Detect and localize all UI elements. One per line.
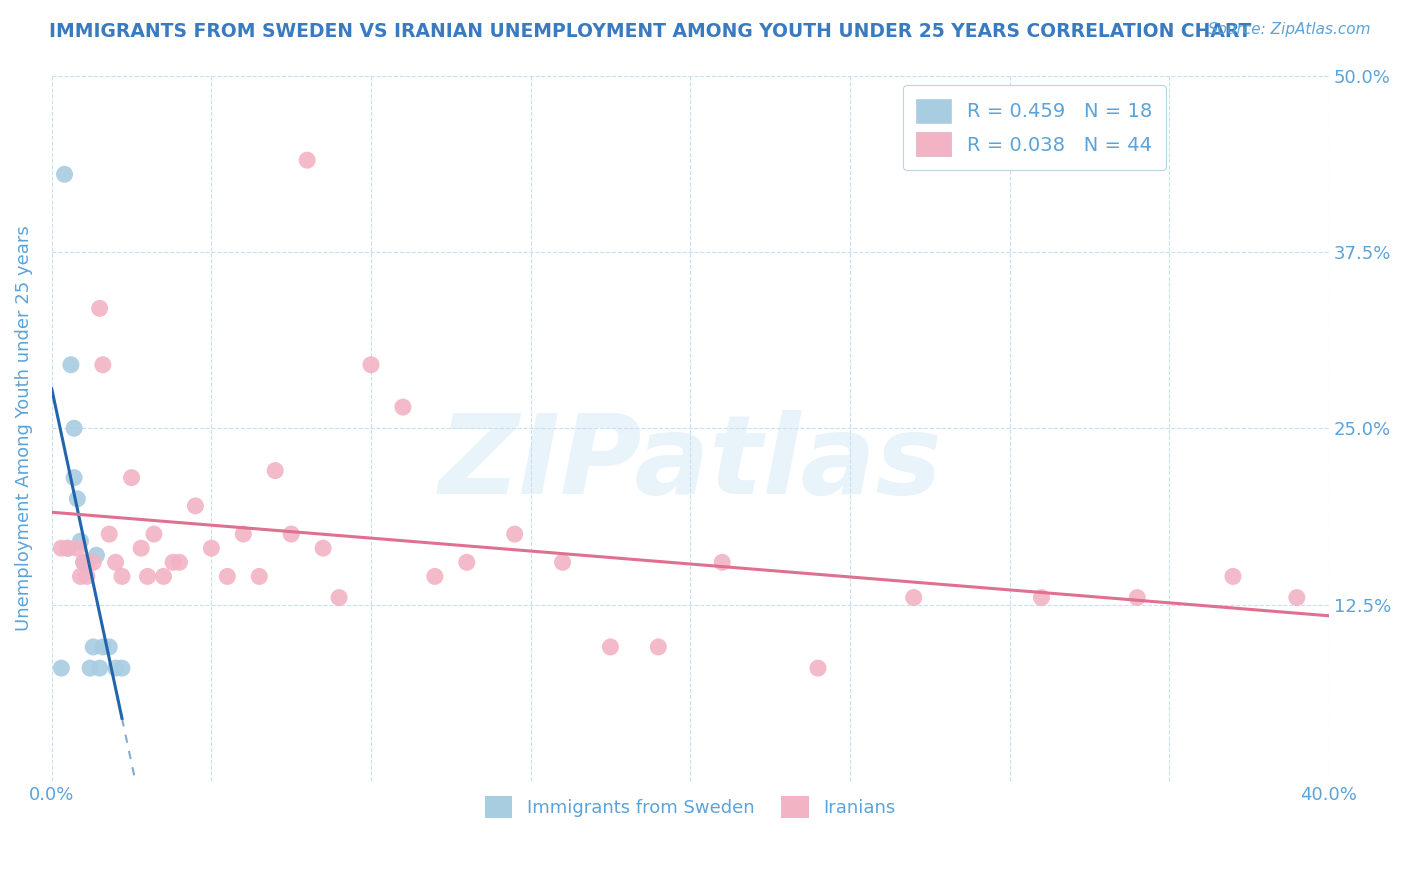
Point: [69, 569, 91, 583]
Point: [89, 301, 111, 316]
Point: [599, 640, 621, 654]
Text: Source: ZipAtlas.com: Source: ZipAtlas.com: [1208, 22, 1371, 37]
Point: [51, 541, 73, 556]
Point: [56, 541, 79, 556]
Point: [232, 527, 254, 541]
Point: [73, 555, 96, 569]
Point: [1285, 591, 1308, 605]
Point: [217, 569, 239, 583]
Point: [247, 569, 270, 583]
Point: [423, 569, 446, 583]
Point: [82, 555, 104, 569]
Point: [152, 569, 174, 583]
Point: [647, 640, 669, 654]
Point: [104, 555, 127, 569]
Point: [86, 548, 108, 562]
Point: [121, 470, 143, 484]
Text: ZIPatlas: ZIPatlas: [439, 410, 942, 517]
Point: [91, 640, 114, 654]
Point: [53, 167, 76, 181]
Point: [129, 541, 152, 556]
Point: [136, 569, 159, 583]
Point: [98, 640, 121, 654]
Point: [264, 464, 287, 478]
Point: [79, 661, 101, 675]
Point: [503, 527, 526, 541]
Point: [82, 640, 104, 654]
Point: [1031, 591, 1053, 605]
Point: [76, 569, 98, 583]
Legend: Immigrants from Sweden, Iranians: Immigrants from Sweden, Iranians: [478, 789, 903, 825]
Point: [1126, 591, 1149, 605]
Point: [456, 555, 478, 569]
Point: [111, 661, 134, 675]
Point: [392, 400, 415, 414]
Point: [111, 569, 134, 583]
Point: [328, 591, 350, 605]
Point: [1222, 569, 1244, 583]
Point: [98, 527, 121, 541]
Point: [66, 491, 89, 506]
Point: [903, 591, 925, 605]
Point: [63, 421, 86, 435]
Point: [551, 555, 574, 569]
Point: [73, 555, 96, 569]
Point: [76, 555, 98, 569]
Point: [66, 541, 89, 556]
Point: [280, 527, 302, 541]
Point: [807, 661, 830, 675]
Point: [51, 661, 73, 675]
Point: [91, 358, 114, 372]
Point: [69, 534, 91, 549]
Text: IMMIGRANTS FROM SWEDEN VS IRANIAN UNEMPLOYMENT AMONG YOUTH UNDER 25 YEARS CORREL: IMMIGRANTS FROM SWEDEN VS IRANIAN UNEMPL…: [49, 22, 1251, 41]
Point: [360, 358, 382, 372]
Point: [59, 358, 82, 372]
Point: [162, 555, 184, 569]
Y-axis label: Unemployment Among Youth under 25 years: Unemployment Among Youth under 25 years: [15, 226, 32, 632]
Point: [169, 555, 191, 569]
Point: [104, 661, 127, 675]
Point: [295, 153, 318, 168]
Point: [711, 555, 734, 569]
Point: [184, 499, 207, 513]
Point: [56, 541, 79, 556]
Point: [312, 541, 335, 556]
Point: [142, 527, 165, 541]
Point: [200, 541, 222, 556]
Point: [63, 470, 86, 484]
Point: [89, 661, 111, 675]
